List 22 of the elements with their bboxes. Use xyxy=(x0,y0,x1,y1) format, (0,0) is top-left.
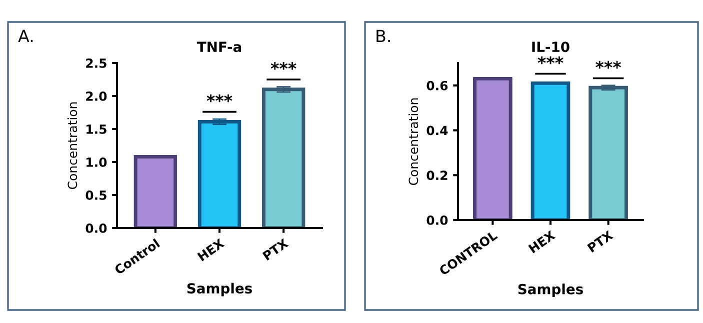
y-tick-label: 0.4 xyxy=(426,126,448,136)
chart-title: TNF-a xyxy=(196,42,242,52)
annotation: *** xyxy=(206,94,232,102)
y-tick-label: 0.0 xyxy=(426,215,448,225)
y-tick-label: 1.0 xyxy=(86,157,107,167)
x-axis-title: Samples xyxy=(518,284,583,298)
y-tick-label: 2.5 xyxy=(86,58,106,68)
text: A. xyxy=(18,30,33,42)
x-axis-title: Samples xyxy=(187,282,252,296)
y-tick-label: 0.5 xyxy=(86,190,106,200)
annotation: *** xyxy=(538,56,564,64)
y-tick-label: 0.0 xyxy=(86,223,107,233)
text: B. xyxy=(376,30,390,42)
y-tick-label: 1.5 xyxy=(86,124,106,134)
y-tick-label: 0.2 xyxy=(426,170,448,180)
y-axis-title: Concentration xyxy=(67,102,78,190)
chart-title: IL-10 xyxy=(532,42,570,52)
annotation: *** xyxy=(596,60,622,69)
y-axis-title: Concentration xyxy=(408,98,418,186)
annotation: *** xyxy=(270,62,296,70)
y-tick-label: 2.0 xyxy=(86,91,107,101)
y-tick-label: 0.6 xyxy=(426,80,448,90)
